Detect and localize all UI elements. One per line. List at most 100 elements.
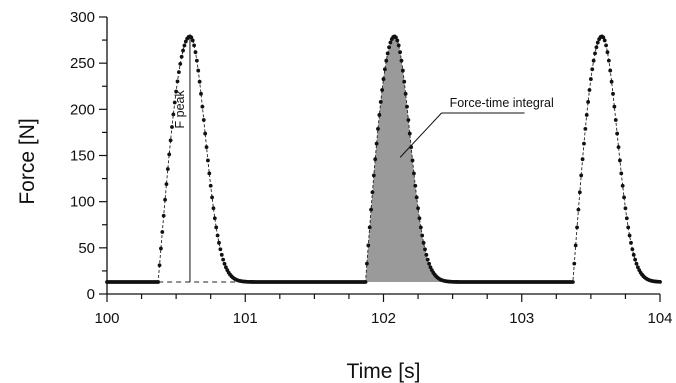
data-point xyxy=(631,252,636,257)
y-tick-label: 0 xyxy=(87,286,95,303)
data-point xyxy=(370,190,375,195)
data-point xyxy=(373,157,378,162)
data-point xyxy=(626,225,631,230)
data-point xyxy=(590,67,595,72)
x-tick-label: 102 xyxy=(371,310,396,327)
data-point xyxy=(620,183,625,188)
data-point xyxy=(214,225,219,230)
data-point xyxy=(588,77,593,81)
data-point xyxy=(611,91,615,96)
data-point xyxy=(577,190,582,195)
data-point xyxy=(605,50,610,55)
data-point xyxy=(178,62,183,66)
data-point xyxy=(417,216,422,221)
data-point xyxy=(573,243,578,248)
data-point xyxy=(179,54,184,59)
data-point xyxy=(369,207,373,212)
data-point xyxy=(406,118,411,122)
data-point xyxy=(218,247,223,252)
data-point xyxy=(171,112,176,117)
data-point xyxy=(619,171,624,176)
data-point xyxy=(388,40,393,45)
data-point xyxy=(160,230,165,234)
data-point xyxy=(181,48,185,53)
data-point xyxy=(606,58,611,63)
data-point xyxy=(420,233,425,238)
data-point xyxy=(595,40,600,45)
data-point xyxy=(192,43,197,48)
data-point xyxy=(618,158,622,163)
data-point xyxy=(194,58,199,63)
annotations: F peak Force-time integral xyxy=(158,36,554,283)
data-point xyxy=(418,225,423,230)
y-tick-label: 300 xyxy=(70,9,95,26)
data-point xyxy=(215,233,220,238)
data-point xyxy=(175,79,180,84)
data-point xyxy=(193,50,198,55)
data-point xyxy=(199,91,203,96)
data-point xyxy=(387,45,391,50)
data-point xyxy=(163,197,167,202)
data-point xyxy=(586,100,591,104)
data-point xyxy=(385,51,390,56)
y-tick-label: 100 xyxy=(70,194,95,211)
data-point xyxy=(365,261,369,266)
data-point xyxy=(579,173,584,178)
y-axis-title: Force [N] xyxy=(16,118,39,204)
data-point xyxy=(403,91,408,96)
data-point xyxy=(212,216,217,221)
data-point xyxy=(363,280,368,284)
data-point xyxy=(613,118,618,122)
data-point xyxy=(208,183,213,188)
data-point xyxy=(224,265,228,270)
data-point xyxy=(623,206,628,211)
data-point xyxy=(584,113,589,117)
data-point xyxy=(217,240,221,245)
data-point xyxy=(183,39,188,44)
data-point xyxy=(629,240,633,245)
data-point xyxy=(165,167,170,171)
data-point xyxy=(161,213,166,218)
data-point xyxy=(410,158,415,163)
data-point xyxy=(174,89,179,94)
data-point xyxy=(576,207,581,212)
data-point xyxy=(207,171,212,176)
integral-leader-line xyxy=(399,112,442,158)
data-point xyxy=(394,35,398,40)
data-point xyxy=(203,131,208,136)
data-point xyxy=(591,58,596,63)
data-point xyxy=(374,141,379,146)
data-point xyxy=(616,145,621,150)
data-point xyxy=(427,261,432,266)
data-point xyxy=(367,225,372,230)
data-point xyxy=(583,126,588,131)
data-point xyxy=(423,247,427,252)
data-point xyxy=(428,265,433,270)
data-point xyxy=(572,261,577,266)
force-time-integral-area xyxy=(365,36,453,282)
data-point xyxy=(204,145,209,150)
tick-labels: 0 50 100 150 200 250 300 100 101 102 103 104 xyxy=(70,9,673,327)
data-point xyxy=(416,206,420,211)
data-point xyxy=(634,261,639,266)
data-point xyxy=(201,118,206,122)
data-point xyxy=(601,35,606,40)
x-axis-title: Time [s] xyxy=(347,360,421,383)
data-point xyxy=(633,257,638,262)
data-point xyxy=(405,104,409,109)
data-point xyxy=(156,280,161,284)
f-peak-label: F peak xyxy=(173,89,187,128)
y-tick-label: 150 xyxy=(70,148,95,165)
data-point xyxy=(594,45,599,50)
data-point xyxy=(222,261,227,266)
data-point xyxy=(221,257,226,262)
data-point xyxy=(190,38,195,43)
data-point xyxy=(421,240,426,245)
data-point xyxy=(164,182,169,187)
data-point xyxy=(615,131,620,136)
data-point xyxy=(378,100,383,104)
data-point xyxy=(167,152,172,157)
x-tick-label: 100 xyxy=(94,310,119,327)
data-point xyxy=(627,233,632,238)
